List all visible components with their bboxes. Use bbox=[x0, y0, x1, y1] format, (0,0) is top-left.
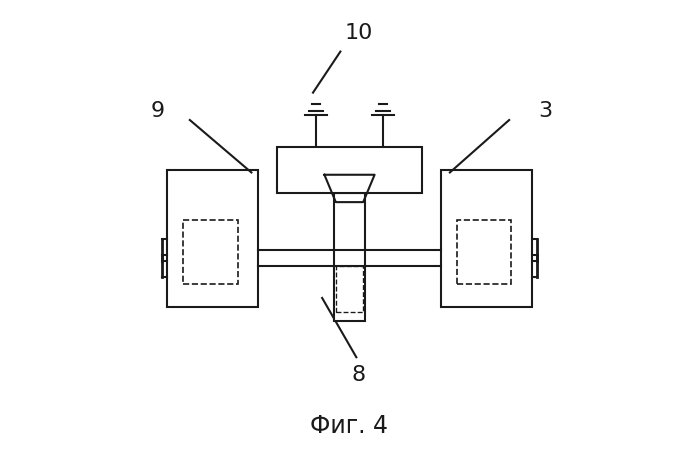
Text: 9: 9 bbox=[151, 101, 165, 121]
Bar bbox=[183, 220, 238, 284]
Bar bbox=[333, 193, 366, 321]
Bar bbox=[456, 220, 512, 284]
Text: 10: 10 bbox=[345, 23, 373, 43]
Bar bbox=[441, 170, 532, 307]
Bar bbox=[167, 170, 258, 307]
Text: Фиг. 4: Фиг. 4 bbox=[310, 414, 389, 438]
Text: 3: 3 bbox=[539, 101, 553, 121]
Bar bbox=[336, 266, 363, 312]
Bar bbox=[277, 147, 422, 193]
Text: 8: 8 bbox=[352, 365, 366, 386]
